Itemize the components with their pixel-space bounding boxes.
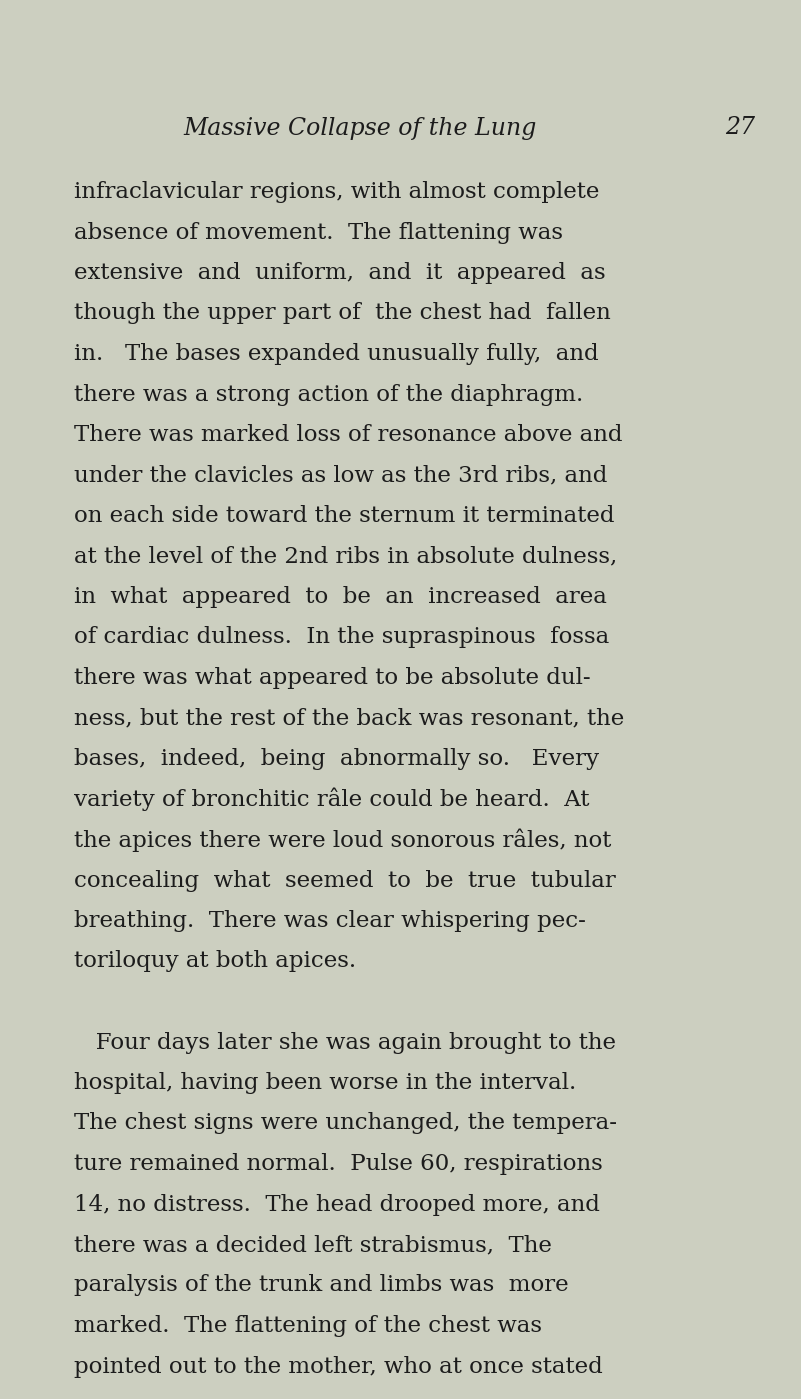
Text: the apices there were loud sonorous râles, not: the apices there were loud sonorous râle… xyxy=(74,828,611,852)
Text: there was a strong action of the diaphragm.: there was a strong action of the diaphra… xyxy=(74,383,583,406)
Text: breathing.  There was clear whispering pec-: breathing. There was clear whispering pe… xyxy=(74,909,586,932)
Text: Four days later she was again brought to the: Four days later she was again brought to… xyxy=(74,1031,616,1053)
Text: toriloquy at both apices.: toriloquy at both apices. xyxy=(74,950,356,972)
Text: concealing  what  seemed  to  be  true  tubular: concealing what seemed to be true tubula… xyxy=(74,870,616,891)
Text: under the clavicles as low as the 3rd ribs, and: under the clavicles as low as the 3rd ri… xyxy=(74,464,607,487)
Text: The chest signs were unchanged, the tempera-: The chest signs were unchanged, the temp… xyxy=(74,1112,617,1135)
Text: ness, but the rest of the back was resonant, the: ness, but the rest of the back was reson… xyxy=(74,708,624,729)
Text: there was what appeared to be absolute dul-: there was what appeared to be absolute d… xyxy=(74,667,590,688)
Text: ture remained normal.  Pulse 60, respirations: ture remained normal. Pulse 60, respirat… xyxy=(74,1153,602,1175)
Text: extensive  and  uniform,  and  it  appeared  as: extensive and uniform, and it appeared a… xyxy=(74,262,606,284)
Text: variety of bronchitic râle could be heard.  At: variety of bronchitic râle could be hear… xyxy=(74,788,590,811)
Text: of cardiac dulness.  In the supraspinous  fossa: of cardiac dulness. In the supraspinous … xyxy=(74,627,610,649)
Text: hospital, having been worse in the interval.: hospital, having been worse in the inter… xyxy=(74,1072,576,1094)
Text: in.   The bases expanded unusually fully,  and: in. The bases expanded unusually fully, … xyxy=(74,343,598,365)
Text: 27: 27 xyxy=(725,116,755,140)
Text: paralysis of the trunk and limbs was  more: paralysis of the trunk and limbs was mor… xyxy=(74,1274,569,1297)
Text: 14, no distress.  The head drooped more, and: 14, no distress. The head drooped more, … xyxy=(74,1193,600,1216)
Text: absence of movement.  The flattening was: absence of movement. The flattening was xyxy=(74,221,563,243)
Text: There was marked loss of resonance above and: There was marked loss of resonance above… xyxy=(74,424,622,446)
Text: pointed out to the mother, who at once stated: pointed out to the mother, who at once s… xyxy=(74,1356,602,1378)
Text: though the upper part of  the chest had  fallen: though the upper part of the chest had f… xyxy=(74,302,610,325)
Text: marked.  The flattening of the chest was: marked. The flattening of the chest was xyxy=(74,1315,542,1337)
Text: there was a decided left strabismus,  The: there was a decided left strabismus, The xyxy=(74,1234,552,1256)
Text: in  what  appeared  to  be  an  increased  area: in what appeared to be an increased area xyxy=(74,586,607,609)
Text: infraclavicular regions, with almost complete: infraclavicular regions, with almost com… xyxy=(74,180,599,203)
Text: Massive Collapse of the Lung: Massive Collapse of the Lung xyxy=(183,116,537,140)
Text: on each side toward the sternum it terminated: on each side toward the sternum it termi… xyxy=(74,505,614,527)
Text: bases,  indeed,  being  abnormally so.   Every: bases, indeed, being abnormally so. Ever… xyxy=(74,748,599,769)
Text: at the level of the 2nd ribs in absolute dulness,: at the level of the 2nd ribs in absolute… xyxy=(74,546,618,568)
